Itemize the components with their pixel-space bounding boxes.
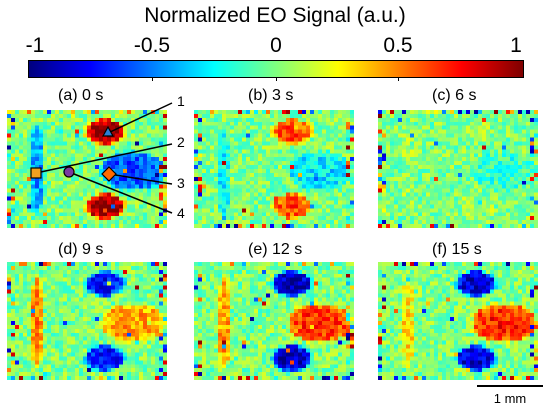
eo-image-panel-e bbox=[194, 262, 354, 380]
panel-title-a: (a) 0 s bbox=[58, 87, 104, 104]
eo-image-panel-d bbox=[7, 262, 167, 380]
eo-signal-map bbox=[378, 262, 538, 380]
colorbar-tick-label: 1 bbox=[510, 34, 522, 57]
panel-title-c: (c) 6 s bbox=[432, 87, 477, 104]
colorbar-tick-label: 0.5 bbox=[383, 34, 413, 57]
eo-image-panel-b bbox=[194, 110, 354, 228]
circle-marker-icon bbox=[63, 166, 75, 178]
eo-image-panel-f bbox=[378, 262, 538, 380]
panel-title-d: (d) 9 s bbox=[58, 241, 104, 258]
scale-bar-label: 1 mm bbox=[493, 391, 527, 406]
panel-title-f: (f) 15 s bbox=[432, 241, 482, 258]
colorbar-title: Normalized EO Signal (a.u.) bbox=[144, 4, 406, 27]
colorbar-tick-label: -1 bbox=[25, 34, 45, 57]
eo-signal-map bbox=[7, 262, 167, 380]
panel-title-e: (e) 12 s bbox=[248, 241, 303, 258]
leader-line-3 bbox=[108, 173, 173, 185]
square-marker-icon bbox=[30, 167, 42, 179]
leader-line-2 bbox=[35, 143, 173, 174]
panel-title-b: (b) 3 s bbox=[248, 87, 294, 104]
callout-label-1: 1 bbox=[177, 93, 185, 109]
callout-label-2: 2 bbox=[177, 134, 185, 150]
triangle-marker-icon bbox=[101, 125, 115, 137]
leader-line-4 bbox=[68, 171, 173, 214]
colorbar-tick-mark bbox=[276, 77, 277, 81]
colorbar-tick-label: -0.5 bbox=[133, 34, 171, 57]
eo-signal-map bbox=[378, 110, 538, 228]
eo-signal-map bbox=[194, 262, 354, 380]
callout-label-3: 3 bbox=[177, 175, 185, 191]
callout-label-4: 4 bbox=[177, 205, 185, 221]
colorbar-tick-mark bbox=[398, 77, 399, 81]
eo-signal-map bbox=[194, 110, 354, 228]
colorbar-tick-mark bbox=[152, 77, 153, 81]
colorbar-tick-label: 0 bbox=[270, 34, 282, 57]
diamond-marker-icon bbox=[101, 166, 117, 182]
eo-image-panel-c bbox=[378, 110, 538, 228]
leader-line-1 bbox=[107, 102, 173, 134]
scale-bar bbox=[477, 385, 543, 387]
